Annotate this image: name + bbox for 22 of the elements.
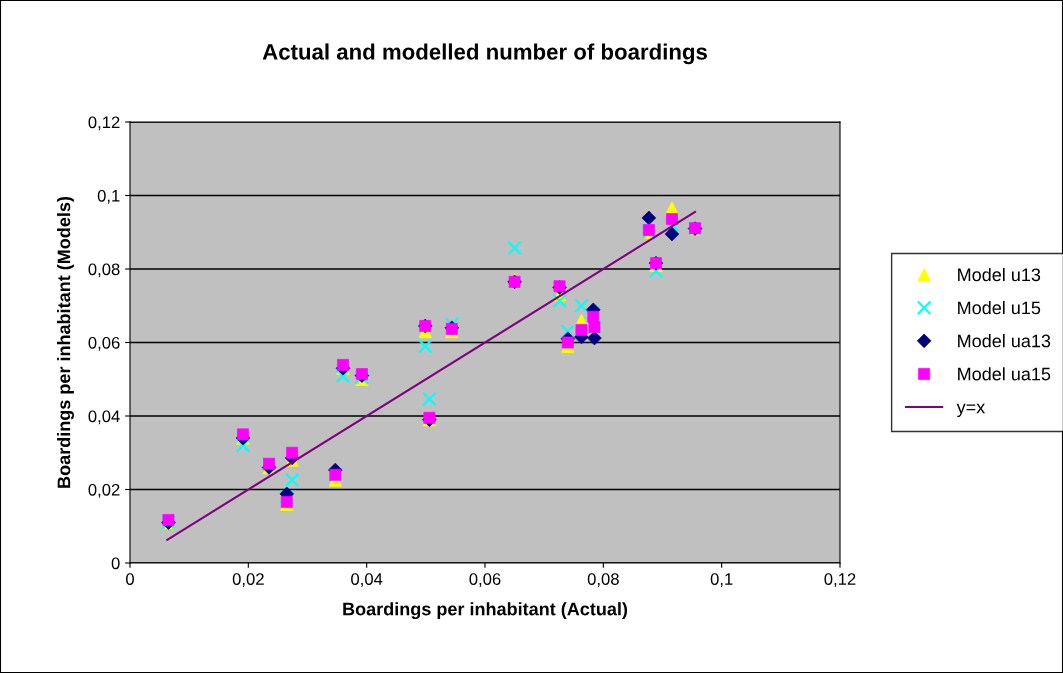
y-tick-label: 0,04 [88, 410, 120, 425]
x-axis-title: Boardings per inhabitant (Actual) [343, 602, 628, 620]
y-tick-label: 0,12 [88, 116, 120, 131]
x-tick-label: 0,04 [351, 573, 383, 587]
legend-label: Model u13 [958, 267, 1041, 282]
y-tick-label: 0,1 [97, 189, 120, 204]
x-tick-label: 0,06 [469, 573, 501, 587]
x-tick-label: 0,08 [587, 573, 619, 587]
y-axis-title: Boardings per inhabitant (Models) [57, 196, 74, 488]
x-tick-label: 0,02 [232, 573, 264, 587]
chart-title: Actual and modelled number of boardings [262, 43, 707, 65]
legend-label: Model ua15 [958, 367, 1051, 381]
y-tick-label: 0 [111, 557, 120, 570]
x-tick-label: 0 [126, 573, 134, 585]
x-tick-label: 0,12 [824, 573, 856, 587]
x-tick-label: 0,1 [710, 573, 733, 587]
legend-label: Model ua13 [958, 334, 1051, 348]
y-tick-label: 0,06 [88, 336, 120, 351]
y-tick-label: 0,08 [88, 263, 120, 278]
legend-label: Model u15 [958, 301, 1041, 315]
legend-label: y=x [956, 403, 986, 418]
y-tick-label: 0,02 [88, 483, 120, 498]
